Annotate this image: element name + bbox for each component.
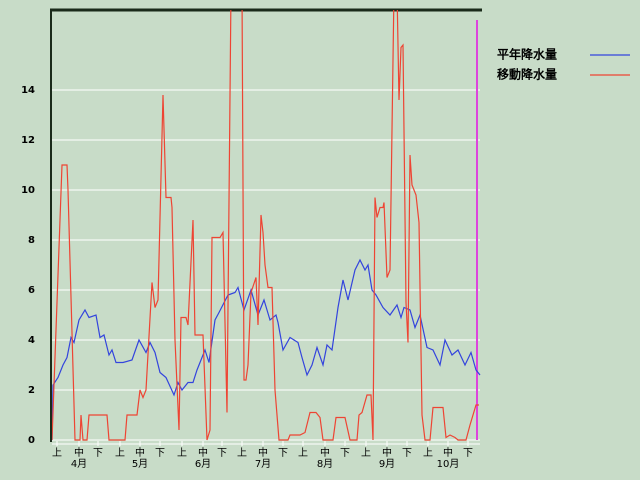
x-tick-label: 上 bbox=[237, 447, 247, 459]
month-label: 5月 bbox=[132, 458, 148, 470]
month-label: 8月 bbox=[317, 458, 333, 470]
y-tick-label: 8 bbox=[28, 235, 35, 246]
x-tick-label: 中 bbox=[382, 446, 392, 459]
series-line bbox=[52, 258, 481, 441]
month-label: 4月 bbox=[71, 458, 87, 470]
x-tick-label: 下 bbox=[463, 448, 473, 459]
x-tick-label: 上 bbox=[298, 447, 308, 459]
y-tick-label: 2 bbox=[28, 385, 35, 396]
x-tick-label: 中 bbox=[258, 446, 268, 459]
month-label: 9月 bbox=[379, 458, 395, 470]
x-tick-label: 下 bbox=[93, 448, 103, 459]
y-tick-label: 0 bbox=[28, 435, 35, 446]
y-tick-label: 6 bbox=[28, 285, 35, 296]
y-tick-label: 4 bbox=[28, 335, 35, 346]
x-tick-label: 上 bbox=[361, 447, 371, 459]
x-tick-label: 下 bbox=[340, 448, 350, 459]
x-tick-label: 中 bbox=[135, 446, 145, 459]
y-tick-label: 14 bbox=[21, 85, 35, 96]
x-tick-label: 下 bbox=[217, 448, 227, 459]
y-tick-label: 10 bbox=[21, 185, 35, 196]
grid bbox=[52, 89, 480, 441]
x-tick-label: 中 bbox=[443, 446, 453, 459]
x-tick-label: 下 bbox=[155, 448, 165, 459]
x-tick-label: 下 bbox=[402, 448, 412, 459]
x-tick-label: 中 bbox=[74, 446, 84, 459]
month-label: 7月 bbox=[255, 458, 271, 470]
x-tick-label: 上 bbox=[423, 447, 433, 459]
y-tick-label: 12 bbox=[21, 135, 35, 146]
legend-label: 平年降水量 bbox=[497, 47, 557, 62]
x-tick-label: 上 bbox=[115, 447, 125, 459]
legend-label: 移動降水量 bbox=[497, 67, 557, 82]
x-tick-label: 上 bbox=[177, 447, 187, 459]
series-lines bbox=[52, 10, 481, 441]
x-tick-label: 下 bbox=[278, 448, 288, 459]
x-tick-label: 上 bbox=[52, 447, 62, 459]
x-tick-label: 中 bbox=[320, 446, 330, 459]
month-label: 10月 bbox=[437, 458, 460, 470]
month-label: 6月 bbox=[195, 458, 211, 470]
x-tick-label: 中 bbox=[198, 446, 208, 459]
series-line bbox=[52, 10, 479, 441]
